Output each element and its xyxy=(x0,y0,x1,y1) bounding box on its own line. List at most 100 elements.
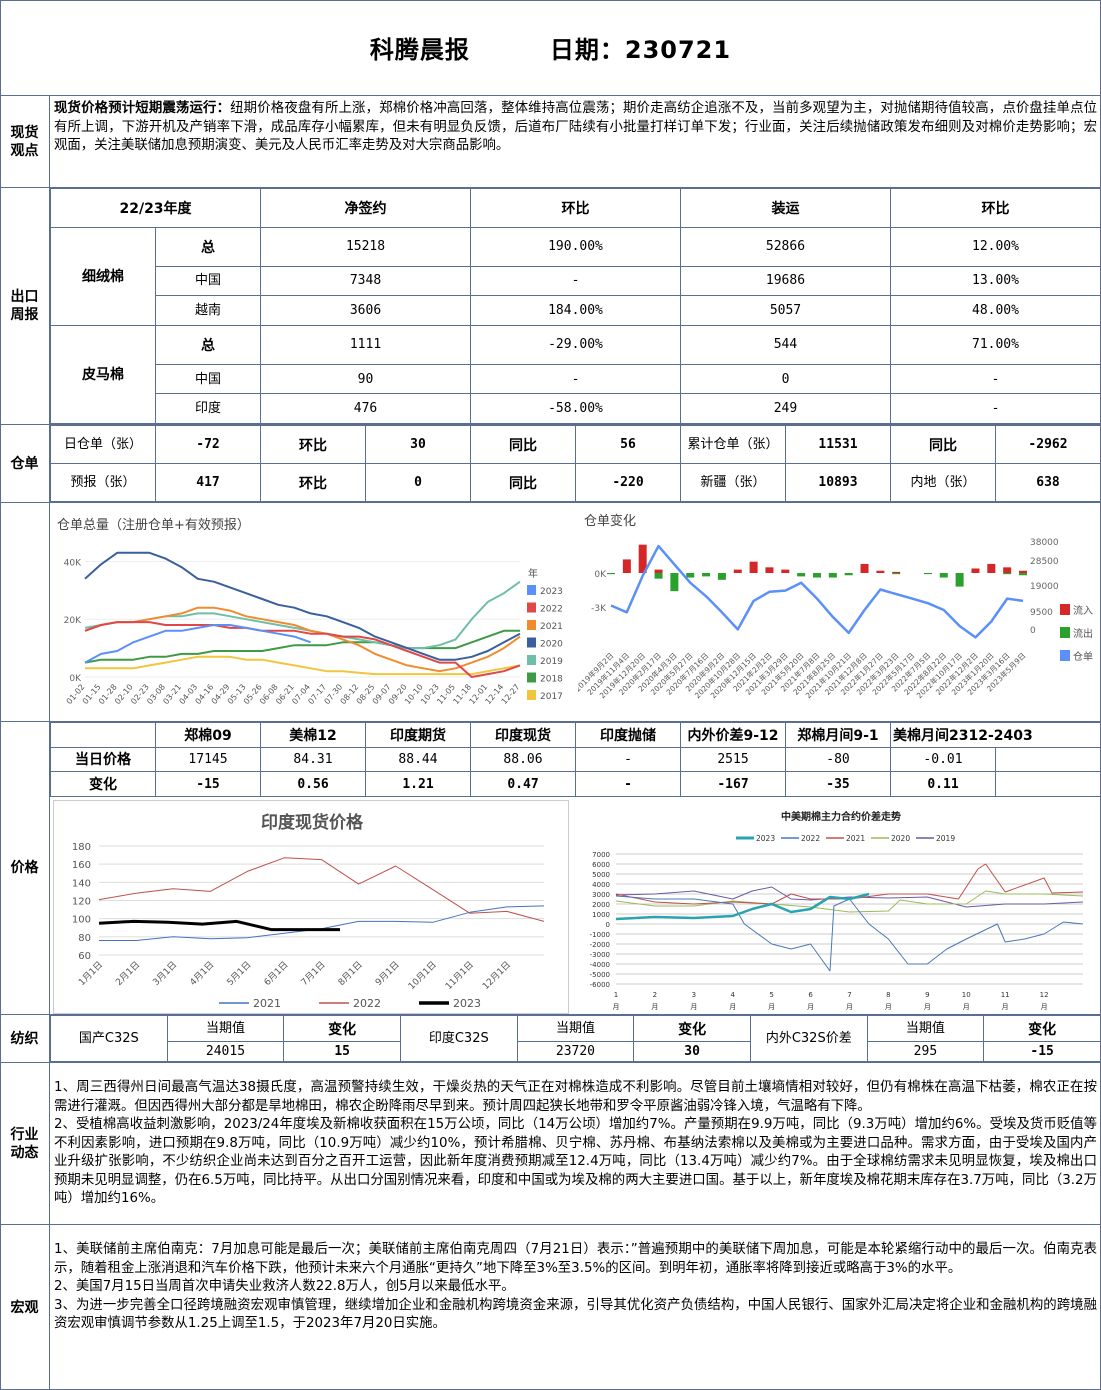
legend-swatch xyxy=(1060,604,1070,615)
row-label: 印度 xyxy=(154,393,262,424)
x-tick-label: 4月1日 xyxy=(188,959,217,988)
legend-swatch xyxy=(527,655,536,665)
legend-swatch xyxy=(527,602,536,613)
cell: 184.00% xyxy=(470,295,681,326)
legend-label: 2017 xyxy=(540,692,563,702)
outflow-bar xyxy=(654,573,663,579)
cn-us-spread-chart: 中美期棉主力合约价差走势 7000 6000 5000 4000 3000 2000 1000… xyxy=(578,800,1098,1014)
report-title: 科腾晨报 xyxy=(369,36,470,64)
section-label: 仓单 xyxy=(0,425,50,502)
x-tick-unit: 月 xyxy=(613,1003,620,1011)
cell xyxy=(995,771,1101,797)
cell: -15 xyxy=(155,771,261,797)
cell: 内外价差9-12 xyxy=(680,722,786,748)
table-row: 皮马棉总 1111 -29.00% 544 71.00% xyxy=(50,324,1101,425)
cell: 13.00% xyxy=(889,265,1101,297)
x-tick-label: 12 xyxy=(1040,991,1049,999)
cell: 当日价格 xyxy=(50,746,156,773)
cell: - xyxy=(470,265,681,297)
spot-view-text: 现货价格预计短期震荡运行：纽期价格夜盘有所上涨，郑棉价格冲高回落，整体维持高位震… xyxy=(50,96,1101,156)
cell: 88.44 xyxy=(365,746,471,773)
legend-label: 2018 xyxy=(540,675,563,685)
series-line-2023 xyxy=(84,624,311,664)
outflow-bar xyxy=(844,573,853,576)
left-tick-label: -3K xyxy=(591,604,607,614)
cell: 30 xyxy=(633,1041,751,1062)
cell: 17145 xyxy=(155,746,261,773)
legend-swatch xyxy=(527,620,536,630)
outflow-bar xyxy=(702,573,711,577)
legend-label: 2023 xyxy=(756,834,775,843)
x-tick-label: 11 xyxy=(1001,991,1010,999)
section-label: 行业动态 xyxy=(0,1063,50,1224)
chart-title: 印度现货价格 xyxy=(261,812,364,833)
cell: -80 xyxy=(785,746,891,773)
outflow-bar xyxy=(828,573,837,578)
warehouse-change-chart: 仓单变化0K-3K380002850019000950002019年9月2日20… xyxy=(578,507,1100,719)
cell: 56 xyxy=(575,425,681,464)
x-tick-unit: 月 xyxy=(651,1003,658,1011)
x-tick-label: 7 xyxy=(847,991,851,999)
y-tick-label: 20K xyxy=(64,616,82,626)
cell: 当期值 xyxy=(866,1014,985,1043)
x-tick-label: 2月1日 xyxy=(114,959,143,988)
table-row: 印度 476 -58.00% 249- xyxy=(51,393,1101,424)
cell: -29.00% xyxy=(470,324,681,365)
cell: 累计仓单（张） xyxy=(680,425,786,464)
export-section: 出口周报 22/23年度 净签约 环比 装运 环比 细绒棉总 15218 190.00% 52… xyxy=(0,188,1101,425)
cell: 印度C32S xyxy=(399,1015,518,1062)
cell: 内外C32S价差 xyxy=(749,1015,868,1062)
cell: 88.06 xyxy=(470,746,576,773)
spot-view-section: 现货观点 现货价格预计短期震荡运行：纽期价格夜盘有所上涨，郑棉价格冲高回落，整体… xyxy=(0,96,1101,188)
right-tick-label: 38000 xyxy=(1030,538,1059,548)
textile-table: 国产C32S 当期值 变化 印度C32S 当期值 变化 内外C32S价差 当期值 变化 24015… xyxy=(50,1014,1101,1062)
row-label: 中国 xyxy=(154,265,262,297)
y-tick-label: 180 xyxy=(72,842,91,853)
spot-view-lead: 现货价格预计短期震荡运行： xyxy=(54,101,231,116)
cell: 郑棉月间9-1 xyxy=(785,722,891,748)
section-label: 现货观点 xyxy=(0,96,50,187)
x-tick-unit: 月 xyxy=(729,1003,736,1011)
chart-title: 仓单变化 xyxy=(584,513,636,529)
macro-section: 宏观 1、美联储前主席伯南克：7月加息可能是最后一次；美联储前主席伯南克周四（7… xyxy=(0,1225,1101,1390)
legend-label: 2020 xyxy=(891,834,910,843)
cell: 美棉12 xyxy=(260,722,366,748)
cell: 190.00% xyxy=(470,226,681,267)
x-tick-label: 10月1日 xyxy=(406,959,439,992)
chart-title: 仓单总量（注册仓单+有效预报） xyxy=(57,518,250,533)
legend-label: 2023 xyxy=(453,997,481,1010)
col-header: 环比 xyxy=(470,188,681,228)
row-label: 总 xyxy=(154,324,262,365)
cell: -72 xyxy=(155,425,261,464)
y-tick-label: 1000 xyxy=(592,911,610,919)
cell: 郑棉09 xyxy=(155,722,261,748)
x-tick-label: 5 xyxy=(769,991,773,999)
warehouse-section: 仓单 日仓单（张） -72 环比 30 同比 56 累计仓单（张） 11531 同比 -2962 预… xyxy=(0,425,1101,503)
cell: 环比 xyxy=(260,463,366,502)
cell: -220 xyxy=(575,463,681,502)
inflow-bar xyxy=(781,569,790,573)
cell: 3606 xyxy=(260,295,471,326)
x-tick-label: 3月1日 xyxy=(151,959,180,988)
series-line-2019 xyxy=(615,886,1084,908)
cell: 同比 xyxy=(890,425,996,464)
row-label: 中国 xyxy=(154,363,262,395)
y-tick-label: 6000 xyxy=(592,861,610,869)
cell: - xyxy=(575,746,681,773)
x-tick-label: 8 xyxy=(886,991,890,999)
export-table: 22/23年度 净签约 环比 装运 环比 细绒棉总 15218 190.00% 52866 12… xyxy=(49,188,1101,425)
cell: 印度抛储 xyxy=(575,722,681,748)
cell: 30 xyxy=(365,425,471,464)
legend-label: 2021 xyxy=(540,622,563,632)
inflow-bar xyxy=(987,563,996,573)
chart-title: 中美期棉主力合约价差走势 xyxy=(781,810,901,823)
macro-para: 1、美联储前主席伯南克：7月加息可能是最后一次；美联储前主席伯南克周四（7月21… xyxy=(54,1242,1097,1276)
cell: 638 xyxy=(995,463,1101,502)
report-header: 科腾晨报 日期：230721 xyxy=(0,0,1101,96)
textile-section: 纺织 国产C32S 当期值 变化 印度C32S 当期值 变化 内外C32S价差 当期值 变化 24… xyxy=(0,1014,1101,1063)
inflow-bar xyxy=(638,544,647,573)
outflow-bar xyxy=(797,573,806,577)
cell xyxy=(50,722,156,748)
legend-label: 2022 xyxy=(801,834,820,843)
cell: 15218 xyxy=(260,226,471,267)
